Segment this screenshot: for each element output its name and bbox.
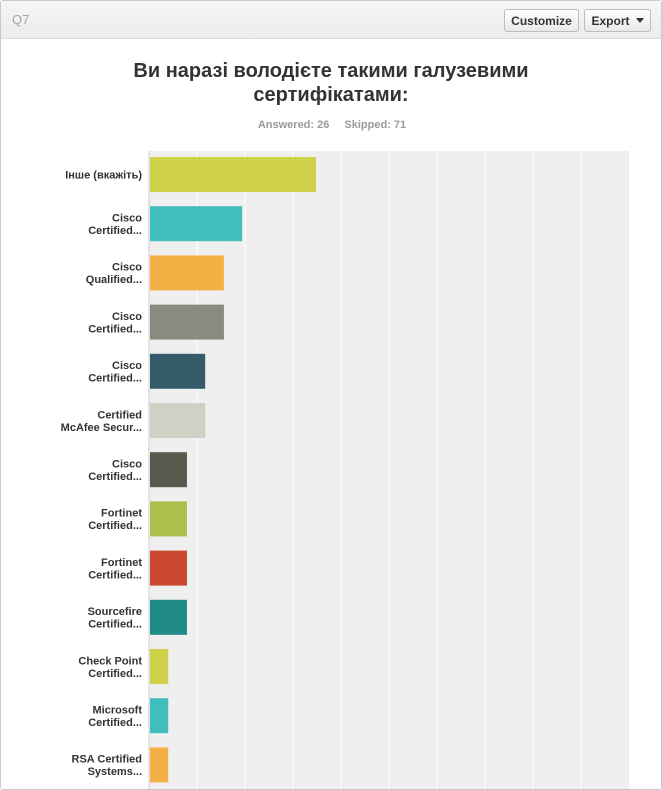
- category-label: Cisco Qualified...: [86, 262, 143, 287]
- category-label: Cisco Certified...: [88, 212, 142, 237]
- bar: [150, 157, 317, 192]
- bar: [150, 501, 187, 537]
- bar: [150, 206, 243, 242]
- category-label: Fortinet Certified...: [88, 557, 142, 582]
- skipped-count: Skipped: 71: [344, 119, 407, 131]
- category-label: Cisco Certified...: [88, 360, 142, 385]
- bar: [150, 452, 187, 488]
- bar: [150, 698, 169, 734]
- export-label: Export: [591, 13, 630, 28]
- question-number: Q7: [12, 12, 30, 27]
- category-label: Certified McAfee Secur...: [61, 409, 142, 434]
- category-label: RSA Certified Systems...: [72, 754, 143, 779]
- bar: [150, 550, 187, 586]
- answered-count: Answered: 26: [257, 119, 330, 131]
- category-label: Cisco Certified...: [88, 311, 142, 336]
- bar: [150, 353, 206, 389]
- question-header: Q7 Customize Export: [1, 1, 661, 39]
- category-label: Cisco Certified...: [88, 458, 142, 483]
- category-label: Інше (вкажіть): [65, 170, 142, 182]
- category-label: Fortinet Certified...: [88, 508, 142, 533]
- customize-label: Customize: [511, 13, 572, 28]
- chevron-down-icon: [635, 18, 644, 23]
- category-label: Microsoft Certified...: [88, 704, 142, 729]
- category-label: Sourcefire Certified...: [88, 606, 142, 631]
- bar: [150, 304, 224, 340]
- bar: [150, 747, 169, 783]
- bar: [150, 255, 224, 291]
- customize-button[interactable]: Customize: [504, 9, 579, 32]
- bar: [150, 649, 169, 684]
- bar: [150, 599, 187, 635]
- export-button[interactable]: Export: [584, 9, 651, 32]
- bar-chart: Інше (вкажіть) Cisco Certified... Cisco Qual…: [61, 151, 629, 789]
- response-stats: Answered: 26 Skipped: 71: [1, 119, 662, 131]
- bar: [150, 403, 206, 438]
- question-title: Ви наразі володієте такими галузевими се…: [133, 60, 529, 106]
- category-label: Check Point Certified...: [78, 655, 142, 680]
